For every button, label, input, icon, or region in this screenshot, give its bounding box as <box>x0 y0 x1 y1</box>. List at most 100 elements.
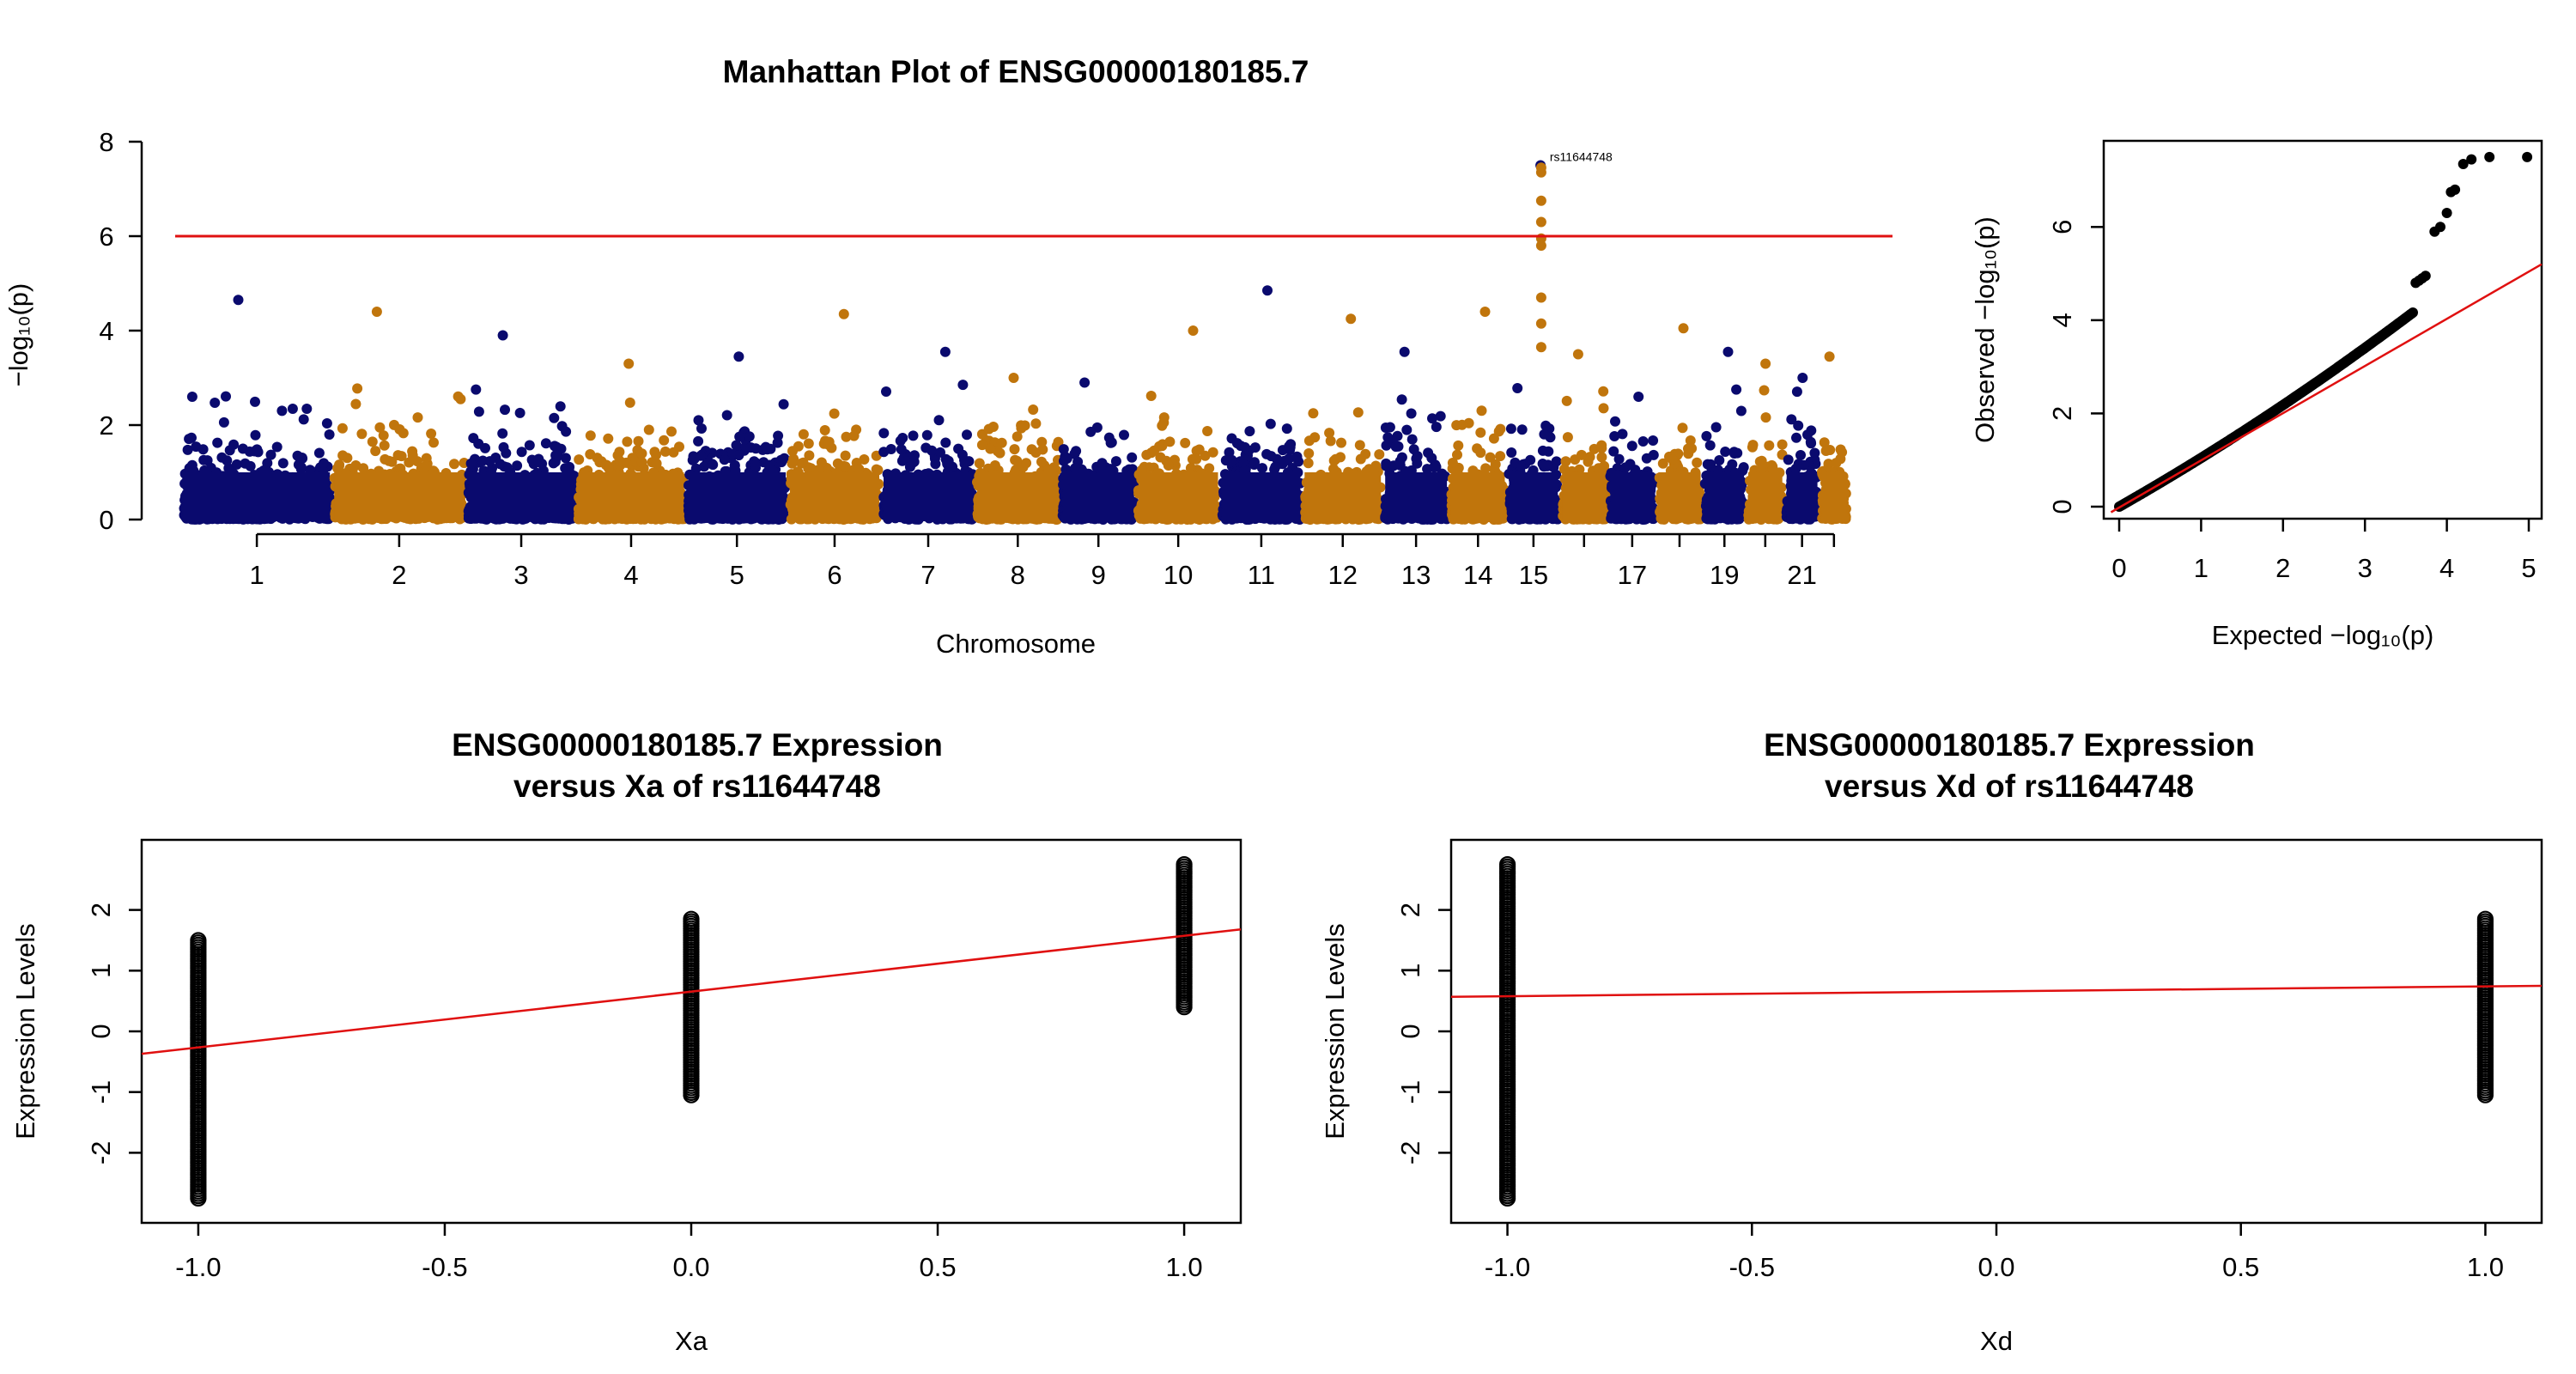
manhattan-point <box>337 423 348 434</box>
manhattan-point <box>643 424 654 435</box>
manhattan-point <box>240 458 251 469</box>
manhattan-point <box>276 405 288 416</box>
manhattan-density-band <box>790 472 879 521</box>
manhattan-point <box>182 444 193 455</box>
manhattan-point <box>237 443 248 454</box>
manhattan-density-band <box>1138 472 1218 521</box>
manhattan-point <box>426 429 437 439</box>
manhattan-peak-point <box>233 295 244 306</box>
manhattan-point <box>380 453 391 465</box>
manhattan-point <box>197 444 209 455</box>
manhattan-point <box>1157 420 1168 431</box>
manhattan-point <box>1028 404 1039 415</box>
manhattan-point <box>1163 460 1174 471</box>
manhattan-point <box>548 458 559 469</box>
manhattan-point <box>974 458 985 469</box>
manhattan-point <box>250 396 260 407</box>
manhattan-point <box>1194 444 1205 455</box>
manhattan-point <box>696 450 707 461</box>
manhattan-point <box>796 458 807 469</box>
manhattan-point <box>651 449 661 460</box>
manhattan-point <box>356 429 368 440</box>
manhattan-point <box>212 437 223 448</box>
manhattan-point <box>1085 426 1097 437</box>
manhattan-point <box>1026 444 1037 455</box>
manhattan-point <box>337 450 349 461</box>
manhattan-point <box>721 410 732 421</box>
manhattan-point <box>218 416 229 428</box>
manhattan-title: Manhattan Plot of ENSG00000180185.7 <box>723 54 1309 89</box>
manhattan-density-band <box>468 472 574 521</box>
manhattan-point <box>228 439 240 450</box>
manhattan-point <box>659 435 670 446</box>
manhattan-point <box>516 447 527 458</box>
manhattan-point <box>319 458 329 469</box>
manhattan-points <box>179 160 1851 525</box>
manhattan-point <box>271 441 283 453</box>
manhattan-point <box>428 437 439 448</box>
manhattan-point <box>989 460 1000 471</box>
manhattan-point <box>1127 452 1138 463</box>
manhattan-point <box>398 428 409 439</box>
manhattan-point <box>962 429 972 441</box>
manhattan-point <box>379 440 390 451</box>
manhattan-point <box>421 460 432 471</box>
manhattan-peak-point <box>1188 325 1199 336</box>
manhattan-point <box>367 436 378 447</box>
manhattan-density-band <box>884 472 973 521</box>
manhattan-point <box>277 458 289 469</box>
manhattan-point <box>840 450 851 461</box>
manhattan-point <box>1010 454 1021 465</box>
manhattan-peak-point <box>371 307 382 317</box>
manhattan-point <box>1106 437 1117 448</box>
manhattan-point <box>633 435 644 447</box>
manhattan-point <box>798 429 809 440</box>
manhattan-point <box>708 459 719 471</box>
manhattan-point <box>959 459 970 470</box>
manhattan-peak-point <box>939 346 951 357</box>
manhattan-point <box>930 459 941 470</box>
manhattan-point <box>250 429 261 441</box>
manhattan-point <box>987 422 999 432</box>
manhattan-point <box>1265 418 1276 429</box>
manhattan-point <box>585 430 596 441</box>
manhattan-point <box>186 392 197 402</box>
manhattan-density-band <box>977 472 1059 521</box>
manhattan-point <box>940 437 951 448</box>
manhattan-point <box>666 426 677 437</box>
manhattan-peak-point <box>733 351 744 362</box>
manhattan-point <box>1009 444 1020 455</box>
manhattan-point <box>298 414 309 425</box>
manhattan-point <box>249 446 260 457</box>
manhattan-point <box>500 404 510 416</box>
manhattan-point <box>473 406 484 417</box>
manhattan-point <box>350 398 361 410</box>
manhattan-point <box>560 453 571 464</box>
manhattan-point <box>1021 458 1032 469</box>
manhattan-point <box>407 450 418 461</box>
manhattan-panel: Manhattan Plot of ENSG00000180185.7 0246… <box>3 54 1893 659</box>
manhattan-point <box>497 428 508 439</box>
manhattan-point <box>549 412 560 423</box>
manhattan-point <box>524 440 535 451</box>
manhattan-point <box>313 447 325 459</box>
manhattan-point <box>352 383 363 394</box>
manhattan-peak-point <box>623 358 635 369</box>
manhattan-point <box>744 431 755 442</box>
manhattan-point <box>614 447 625 458</box>
manhattan-point <box>370 446 381 457</box>
manhattan-point <box>832 458 843 469</box>
manhattan-point <box>449 459 459 470</box>
manhattan-point <box>184 434 195 445</box>
manhattan-point <box>1030 418 1042 429</box>
manhattan-point <box>412 412 423 423</box>
manhattan-point <box>819 425 830 435</box>
manhattan-density-band <box>334 472 465 521</box>
manhattan-point <box>787 446 798 457</box>
manhattan-point <box>750 459 761 471</box>
manhattan-point <box>1036 456 1047 467</box>
manhattan-point <box>480 442 490 453</box>
manhattan-density-band <box>1062 472 1134 521</box>
manhattan-point <box>829 408 840 419</box>
manhattan-density-band <box>688 472 786 521</box>
